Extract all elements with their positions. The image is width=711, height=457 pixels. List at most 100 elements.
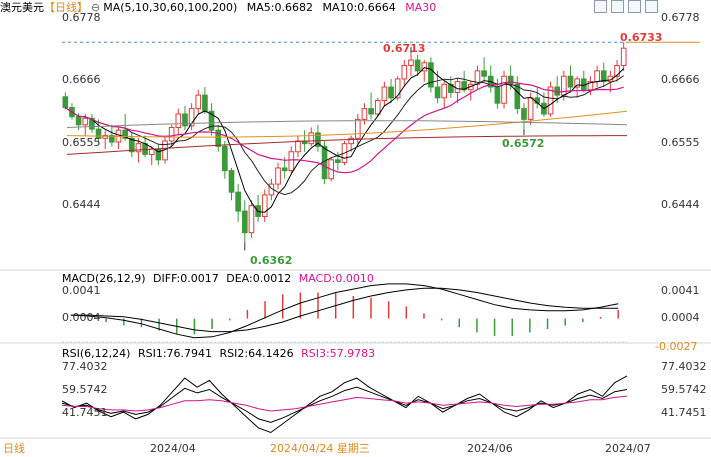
candle-body	[235, 191, 241, 212]
ma10-value: MA10:0.6664	[322, 1, 396, 14]
candle-body	[315, 132, 321, 147]
candle-body	[202, 94, 208, 112]
ma60-line	[66, 110, 628, 138]
price-tick-right-3: 0.6444	[661, 198, 700, 211]
rsi-tick-left-2: 41.7451	[62, 406, 108, 419]
price-tick-left-0: 0.6778	[62, 11, 101, 24]
candle-body	[574, 78, 580, 88]
rsi3-value: RSI3:57.9783	[301, 347, 376, 360]
ma-params: MA(5,10,30,60,100,200)	[103, 1, 238, 14]
rsi-tick-right-1: 59.5742	[661, 383, 707, 396]
macd-dea-line	[70, 287, 619, 333]
candle-body	[102, 135, 109, 139]
candle-body	[408, 59, 414, 66]
rsi-tick-left-1: 59.5742	[62, 383, 108, 396]
candle-body	[295, 140, 301, 153]
ma5-line	[65, 67, 625, 213]
candle-body	[175, 113, 182, 128]
date-label-1: 2024/04/24 星期三	[270, 442, 370, 455]
macd-diff: DIFF:0.0017	[153, 272, 219, 285]
candle-body	[95, 128, 102, 139]
rsi-header: RSI(6,12,24) RSI1:76.7941 RSI2:64.1426 R…	[62, 347, 375, 360]
candle-body	[281, 167, 288, 172]
candle-body	[348, 137, 354, 145]
mid-annotation: 0.6572	[502, 137, 545, 150]
candle-body	[494, 86, 501, 104]
candle-body	[261, 194, 268, 217]
last-annotation: 0.6733	[620, 31, 663, 44]
ma10-line	[65, 75, 624, 196]
bars-icon[interactable]	[628, 0, 641, 13]
rsi3-line	[61, 395, 628, 412]
candle-body	[241, 210, 248, 234]
candle-body	[361, 108, 368, 120]
lock-icon[interactable]	[594, 0, 607, 13]
high-annotation: 0.6713	[383, 42, 426, 55]
macd-value: MACD:0.0010	[298, 272, 374, 285]
symbol-label: 澳元美元	[0, 1, 44, 14]
candle-body	[594, 70, 600, 83]
candle-body	[414, 59, 421, 72]
ma30-value: MA30	[405, 1, 437, 14]
candle-body	[474, 70, 481, 85]
rsi-tick-left-0: 77.4032	[62, 360, 108, 373]
rsi1-value: RSI1:76.7941	[137, 347, 213, 360]
low-annotation: 0.6362	[250, 254, 293, 267]
date-label-2: 2024/06	[467, 442, 513, 455]
candle-body	[587, 81, 594, 91]
candle-body	[75, 116, 82, 126]
candle-body	[381, 86, 388, 102]
candle-body	[89, 117, 95, 130]
candle-body	[481, 70, 487, 77]
date-label-0: 2024/04	[150, 442, 196, 455]
box-icon[interactable]	[645, 0, 658, 13]
ma30-line	[64, 81, 624, 174]
candle-body	[248, 205, 255, 234]
candle-body	[614, 64, 620, 77]
candle-body	[394, 78, 401, 99]
candle-body	[454, 81, 461, 93]
candle-body	[514, 83, 521, 110]
rsi-tick-right-2: 41.7451	[661, 406, 707, 419]
macd-header: MACD(26,12,9) DIFF:0.0017 DEA:0.0012 MAC…	[62, 272, 374, 285]
candle-body	[335, 159, 341, 164]
candle-body	[228, 170, 235, 193]
price-tick-left-3: 0.6444	[62, 198, 101, 211]
price-tick-right-1: 0.6666	[661, 73, 700, 86]
candle-body	[374, 100, 381, 115]
candle-body	[501, 75, 507, 104]
settings-icon[interactable]: ⊖	[91, 1, 101, 14]
candle-body	[507, 75, 514, 85]
candle-body	[109, 135, 115, 143]
macd-tick-right-1: 0.0004	[661, 311, 700, 324]
candle-body	[62, 96, 69, 109]
candle-body	[308, 132, 315, 145]
candle-body	[288, 151, 295, 172]
ma100-line	[66, 120, 628, 128]
candle-body	[135, 143, 142, 153]
date-label-3: 2024/07	[605, 442, 651, 455]
candle-body	[148, 148, 155, 155]
candle-body	[122, 129, 128, 139]
candle-body	[421, 62, 428, 72]
macd-tick-left-0: 0.0041	[62, 284, 101, 297]
period-label[interactable]: 【日线】	[44, 1, 88, 14]
candle-body	[567, 75, 574, 88]
grid-icon[interactable]	[611, 0, 624, 13]
candle-body	[461, 81, 467, 91]
price-tick-left-1: 0.6666	[62, 73, 101, 86]
candle-body	[208, 110, 215, 131]
candle-body	[401, 64, 408, 80]
period-button[interactable]: 日线	[3, 442, 25, 455]
macd-tick-left-1: 0.0004	[62, 311, 101, 324]
candle-body	[561, 75, 567, 96]
candle-body	[428, 62, 434, 88]
macd-params: MACD(26,12,9)	[62, 272, 146, 285]
main-header: 澳元美元【日线】 ⊖ MA(5,10,30,60,100,200) MA5:0.66…	[0, 0, 436, 15]
rsi-params: RSI(6,12,24)	[62, 347, 131, 360]
macd-dea: DEA:0.0012	[226, 272, 292, 285]
candle-body	[188, 108, 195, 127]
macd-tick-right-2: -0.0027	[655, 340, 698, 353]
